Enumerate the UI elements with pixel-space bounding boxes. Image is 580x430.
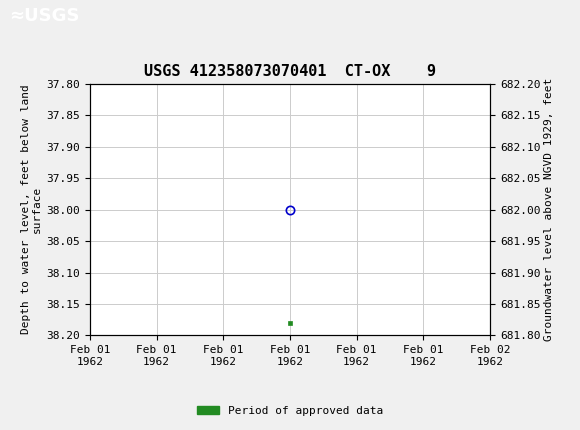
Y-axis label: Groundwater level above NGVD 1929, feet: Groundwater level above NGVD 1929, feet (545, 78, 554, 341)
Y-axis label: Depth to water level, feet below land
surface: Depth to water level, feet below land su… (21, 85, 42, 335)
Title: USGS 412358073070401  CT-OX    9: USGS 412358073070401 CT-OX 9 (144, 64, 436, 79)
Text: ≈USGS: ≈USGS (9, 7, 79, 25)
Legend: Period of approved data: Period of approved data (193, 401, 387, 420)
